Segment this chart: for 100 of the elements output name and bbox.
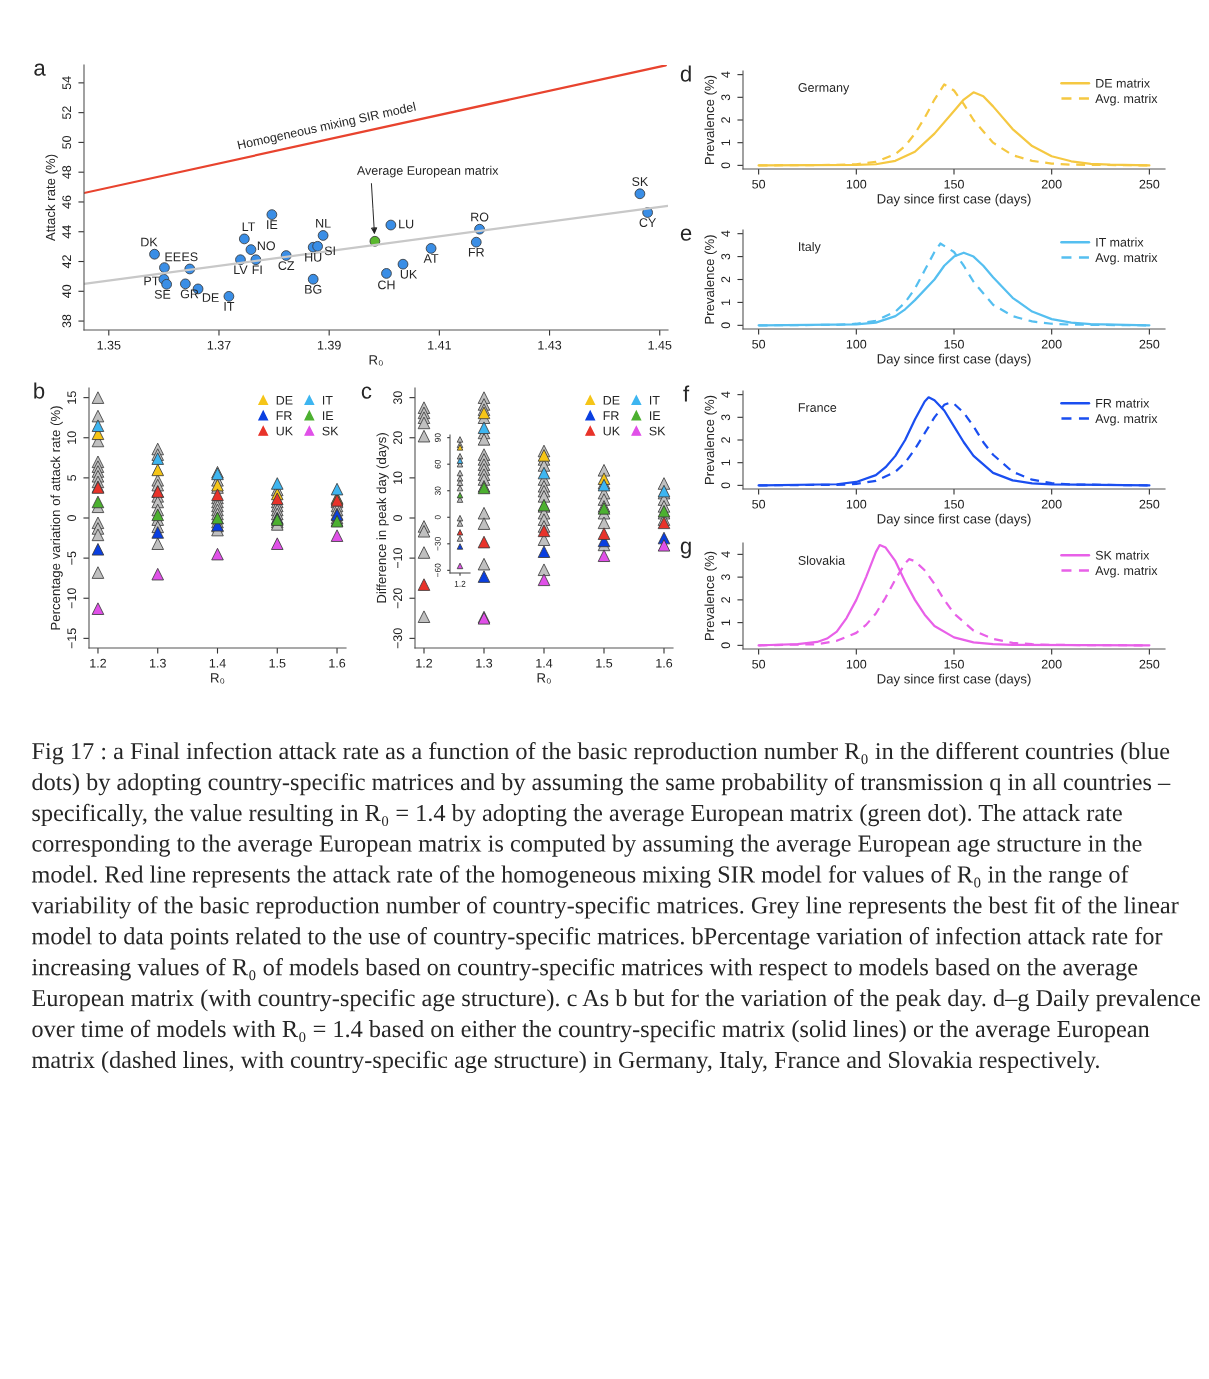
x-tick-label: 100 [846,339,867,349]
chart-title: e [680,228,692,241]
y-axis-title: Prevalence (%) [704,75,717,165]
x-tick-label: 250 [1139,179,1160,189]
y-tick-label: −5 [67,551,77,565]
annotation: BG [305,284,322,294]
y-axis-title: Prevalence (%) [704,235,717,324]
y-tick-label: 0 [67,515,77,521]
x-axis-title: Day since first case (days) [877,673,1031,687]
annotation: RO [471,212,489,222]
x-tick-label: 150 [944,179,964,189]
x-tick-label: 1.4 [209,658,226,668]
y-tick-label: 3 [721,253,731,260]
legend-label: FR [603,411,619,420]
chart-title: d [680,65,691,82]
annotation: ES [182,252,198,262]
annotation: LT [242,222,256,232]
x-tick-label: 1.5 [596,658,613,668]
x-tick-label: 150 [944,339,964,349]
y-tick-label: 1 [721,139,730,146]
y-tick-label: 10 [393,471,403,484]
y-axis-title: Percentage variation of attack rate (%) [50,406,63,630]
y-tick-label: −15 [67,628,77,649]
y-tick-label: 0 [721,642,731,649]
annotation: SI [324,246,335,256]
x-tick-label: 1.2 [416,658,433,668]
y-tick-label: 4 [721,551,730,558]
y-tick-label: −30 [434,537,441,551]
y-tick-label: 42 [62,255,71,269]
y-tick-label: 38 [62,314,72,328]
y-tick-label: 3 [721,414,731,421]
annotation: SE [154,289,171,299]
legend-label: UK [603,426,620,436]
y-tick-label: −20 [393,588,403,609]
chart-title: a [34,63,46,76]
legend-label: IE [649,411,661,420]
y-tick-label: 0 [434,515,441,520]
y-tick-label: 5 [67,474,77,481]
x-tick-label: 1.6 [329,658,346,668]
y-tick-label: 10 [67,431,77,444]
chart-title: f [683,385,690,402]
annotation: Slovakia [798,555,846,565]
y-tick-label: 1 [721,299,730,305]
x-tick-label: 1.41 [428,340,451,350]
legend-label: Avg. matrix [1095,565,1158,578]
y-tick-label: 90 [434,433,441,442]
annotation: Average European matrix [356,165,499,178]
x-tick-label: 1.4 [536,658,553,668]
x-tick-label: 50 [752,659,766,669]
y-tick-label: 2 [721,597,730,603]
y-tick-label: 2 [721,276,730,283]
x-tick-label: 1.43 [538,340,562,350]
annotation: LU [399,219,414,229]
legend-label: DE [603,395,620,405]
y-tick-label: −10 [67,588,77,609]
legend-label: DE [276,395,293,405]
x-tick-label: 1.39 [317,340,341,350]
y-tick-label: 4 [721,391,730,398]
x-tick-label: 1.2 [454,580,466,587]
x-axis-title: R₀ [369,355,383,366]
legend-label: Avg. matrix [1095,93,1158,106]
x-tick-label: 100 [846,499,867,509]
annotation: Germany [798,83,850,95]
x-tick-label: 200 [1041,179,1062,189]
y-tick-label: 15 [67,391,77,404]
annotation: SK [632,177,649,187]
y-tick-label: 44 [62,225,71,239]
x-tick-label: 200 [1041,339,1062,349]
x-axis-title: Day since first case (days) [877,353,1031,367]
x-tick-label: 250 [1139,339,1160,349]
x-tick-label: 200 [1041,659,1062,669]
legend-label: DE matrix [1096,78,1150,88]
x-tick-label: 150 [944,659,964,669]
annotation: UK [400,269,418,279]
annotation: EE [165,252,181,262]
x-tick-label: 50 [752,179,766,189]
annotation: DE [202,293,219,302]
annotation: CZ [278,261,295,271]
annotation: FI [252,265,262,275]
annotation: IT [224,302,235,311]
y-tick-label: −60 [434,563,441,577]
x-tick-label: 1.3 [476,658,493,668]
y-tick-label: 0 [721,322,731,329]
y-tick-label: 2 [721,117,730,123]
y-tick-label: 3 [721,574,731,581]
y-axis-title: Attack rate (%) [45,154,58,242]
y-tick-label: 0 [393,515,403,521]
y-tick-label: −10 [393,548,403,569]
annotation: FR [468,247,485,257]
annotation: LV [234,265,248,275]
legend-label: Avg. matrix [1095,252,1158,265]
chart-title: b [34,382,45,399]
y-tick-label: 52 [62,106,72,120]
y-tick-label: 54 [62,76,72,90]
y-tick-label: 46 [62,195,72,209]
y-axis-title: Prevalence (%) [704,395,717,485]
y-axis-title: Difference in peak day (days) [376,433,389,603]
legend-label: UK [276,426,293,436]
x-tick-label: 200 [1041,499,1062,509]
x-tick-label: 1.2 [90,658,107,668]
